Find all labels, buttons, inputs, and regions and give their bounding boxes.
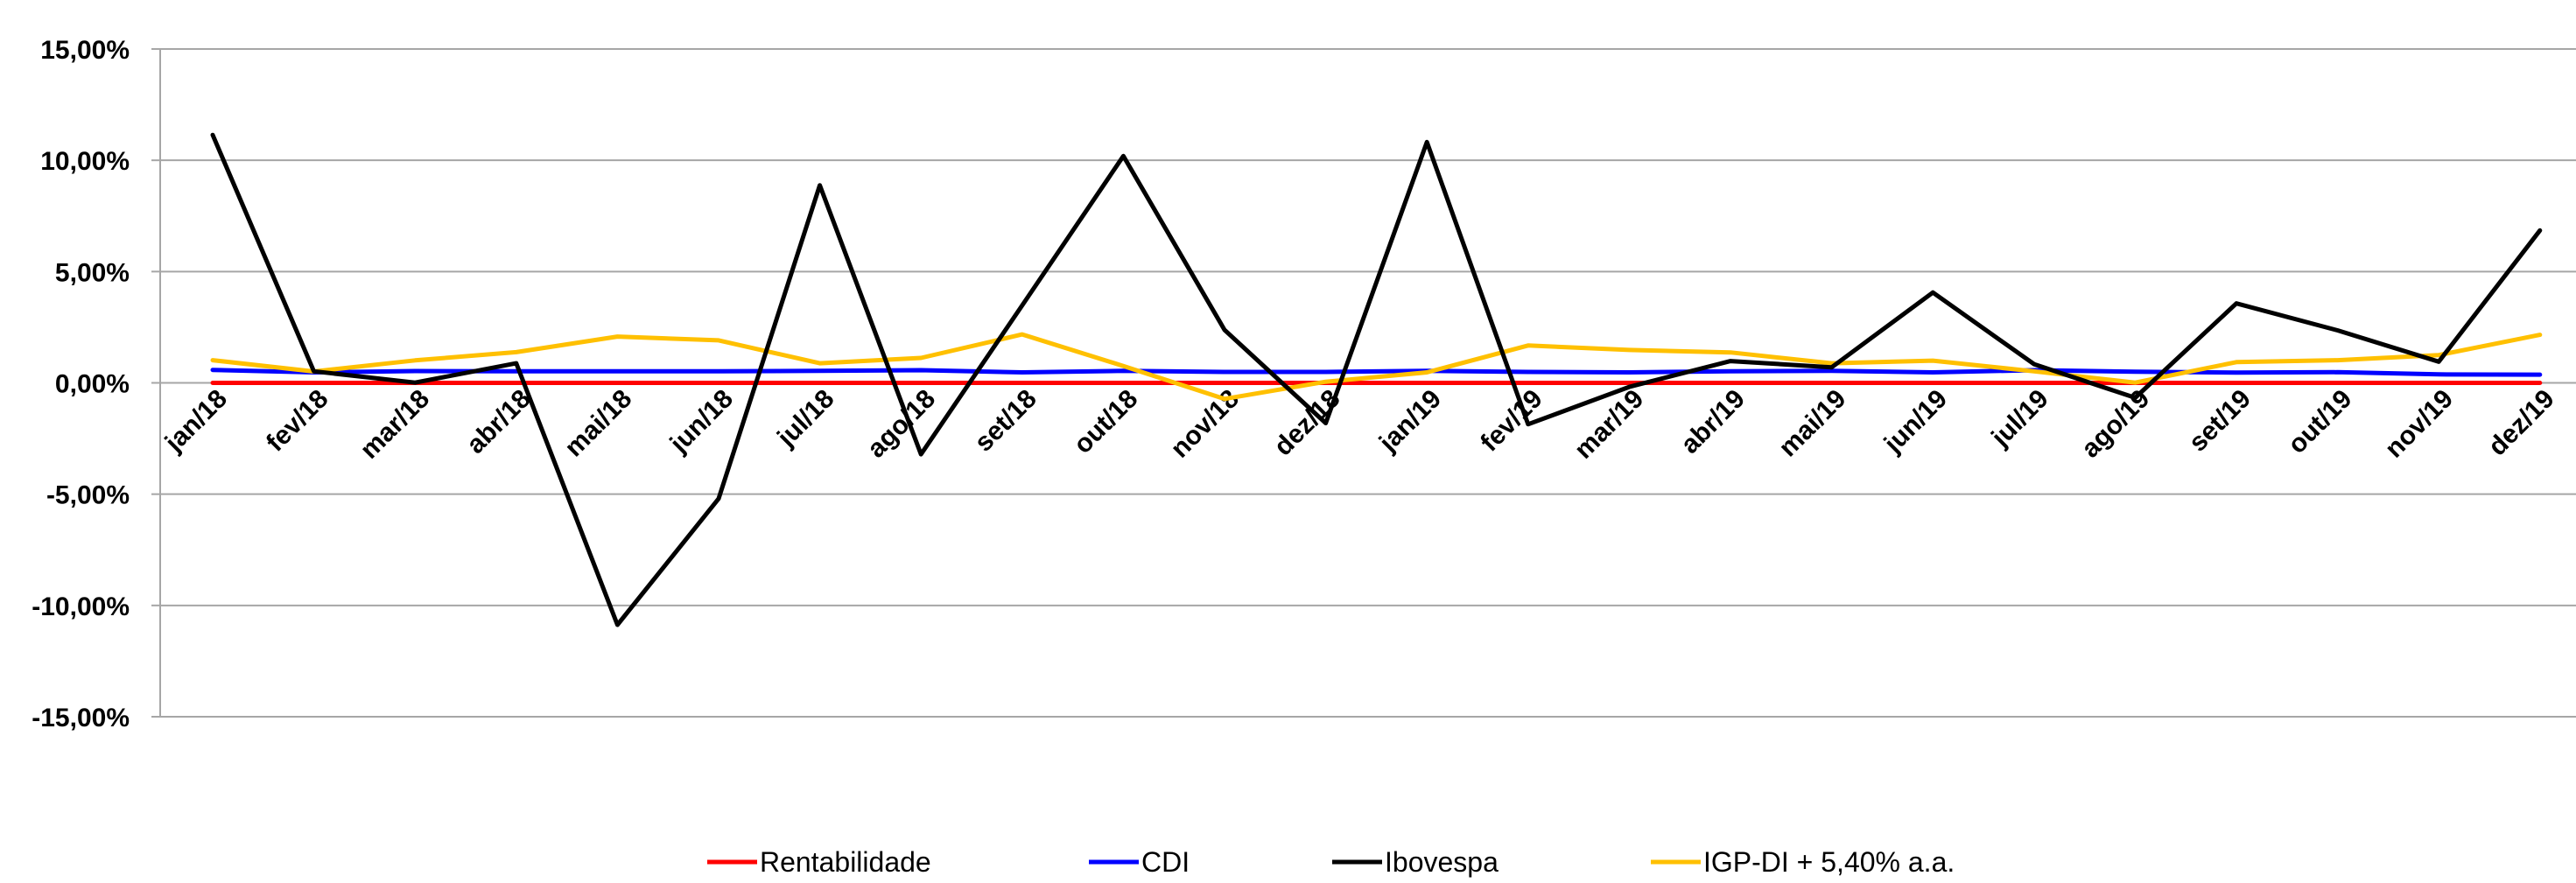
- x-tick-label: dez/19: [2483, 384, 2560, 461]
- y-tick-label: -10,00%: [32, 592, 130, 621]
- y-tick-label: 5,00%: [55, 258, 130, 287]
- legend-label: IGP-DI + 5,40% a.a.: [1703, 846, 1955, 878]
- legend: Rentabilidade CDI Ibovespa IGP-DI + 5,40% a…: [707, 846, 1955, 878]
- x-tick-label: jul/18: [771, 384, 839, 452]
- x-tick-label: nov/19: [2380, 384, 2460, 464]
- x-tick-label: jun/19: [1878, 384, 1953, 459]
- y-tick-label: 0,00%: [55, 370, 130, 399]
- x-tick-label: jun/18: [664, 384, 739, 459]
- x-tick-label: jan/18: [159, 384, 233, 458]
- y-tick-label: 10,00%: [40, 147, 130, 176]
- x-tick-label: abr/19: [1675, 384, 1751, 459]
- legend-label: Ibovespa: [1385, 846, 1499, 878]
- x-tick-label: fev/18: [261, 384, 333, 457]
- series-line-ibovespa: [210, 132, 2543, 627]
- legend-label: Rentabilidade: [760, 846, 931, 878]
- x-tick-label: abr/18: [461, 384, 537, 459]
- x-tick-label: out/18: [1069, 384, 1144, 459]
- x-tick-label: set/19: [2183, 384, 2256, 457]
- x-tick-label: jan/19: [1373, 384, 1447, 458]
- x-tick-label: jul/19: [1985, 384, 2053, 452]
- x-tick-label: ago/19: [2076, 384, 2156, 464]
- x-axis-ticks: jan/18 fev/18 mar/18 abr/18 mai/18 jun/18 jul/…: [159, 384, 2560, 465]
- x-tick-label: out/19: [2283, 384, 2358, 459]
- y-tick-label: -5,00%: [46, 481, 130, 510]
- y-axis-ticks: 15,00% 10,00% 5,00% 0,00% -5,00% -10,00% -15,0…: [32, 36, 130, 732]
- y-tick-label: 15,00%: [40, 36, 130, 65]
- series-line-cdi: [210, 368, 2543, 377]
- x-tick-label: mar/18: [354, 384, 435, 465]
- legend-label: CDI: [1141, 846, 1190, 878]
- x-tick-label: mai/19: [1773, 384, 1851, 462]
- x-tick-label: set/18: [969, 384, 1042, 457]
- x-tick-label: mai/18: [559, 384, 637, 462]
- y-tick-label: -15,00%: [32, 704, 130, 732]
- series-lines: [210, 132, 2543, 627]
